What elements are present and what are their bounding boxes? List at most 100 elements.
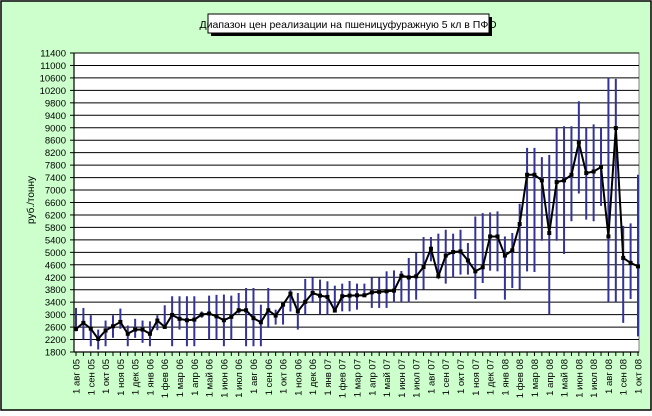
data-point (177, 316, 182, 321)
data-point (236, 308, 241, 313)
data-point (488, 234, 493, 239)
data-point (414, 274, 419, 279)
x-tick-label: 1 мар 07 (353, 359, 364, 397)
data-point (510, 248, 515, 253)
y-tick-label: 7800 (45, 161, 66, 172)
data-point (532, 172, 537, 177)
x-tick-label: 1 июн 08 (574, 359, 585, 398)
data-point (443, 253, 448, 258)
data-point (88, 326, 93, 331)
x-tick-label: 1 июл 06 (234, 359, 245, 398)
data-point (214, 314, 219, 319)
x-tick-label: 1 янв 08 (500, 359, 511, 396)
y-tick-label: 4600 (45, 260, 66, 271)
y-tick-label: 7000 (45, 186, 66, 197)
y-tick-label: 1800 (45, 348, 66, 359)
x-tick-label: 1 фев 06 (160, 359, 171, 398)
y-tick-label: 11000 (40, 61, 66, 72)
y-tick-label: 3400 (45, 298, 66, 309)
x-axis: 1 авг 05 1 сен 05 1 окт 05 1 ноя 05 1 дек 05… (72, 351, 645, 398)
data-point (251, 316, 256, 321)
x-tick-label: 1 апр 06 (190, 359, 201, 396)
data-point (451, 250, 456, 255)
data-point (362, 293, 367, 298)
y-tick-label: 9000 (45, 123, 66, 134)
chart-title: Диапазон цен реализации на пшеницуфуражн… (200, 19, 497, 31)
data-point (325, 294, 330, 299)
y-tick-label: 8200 (45, 148, 66, 159)
data-point (118, 319, 123, 324)
data-point (288, 291, 293, 296)
x-tick-label: 1 апр 07 (367, 359, 378, 396)
data-point (547, 231, 552, 236)
data-point (369, 290, 374, 295)
average-price-line (74, 126, 640, 341)
y-axis-label: руб./тонну (25, 176, 37, 224)
x-tick-label: 1 ноя 05 (116, 359, 127, 396)
data-point (377, 289, 382, 294)
data-point (384, 289, 389, 294)
data-point (465, 258, 470, 263)
x-tick-label: 1 июн 06 (219, 359, 230, 398)
data-point (576, 140, 581, 145)
data-point (96, 336, 101, 341)
y-tick-label: 11400 (40, 49, 66, 60)
data-point (140, 327, 145, 332)
y-tick-label: 9800 (45, 98, 66, 109)
x-tick-label: 1 окт 08 (634, 359, 645, 394)
data-point (170, 312, 175, 317)
y-tick-label: 5800 (45, 223, 66, 234)
data-point (147, 331, 152, 336)
x-tick-label: 1 ноя 07 (471, 359, 482, 396)
y-tick-label: 8600 (45, 136, 66, 147)
data-point (517, 221, 522, 226)
data-point (584, 171, 589, 176)
x-tick-label: 1 авг 08 (604, 359, 615, 394)
data-point (399, 273, 404, 278)
x-tick-label: 1 сен 07 (441, 359, 452, 395)
y-tick-label: 2200 (45, 335, 66, 346)
data-point (569, 172, 574, 177)
x-tick-label: 1 ноя 06 (293, 359, 304, 396)
data-point (391, 288, 396, 293)
x-tick-label: 1 сен 08 (619, 359, 630, 395)
data-point (295, 309, 300, 314)
y-tick-label: 3800 (45, 285, 66, 296)
data-point (539, 178, 544, 183)
data-point (621, 255, 626, 260)
data-point (421, 264, 426, 269)
data-point (74, 326, 78, 331)
y-tick-label: 10200 (40, 86, 66, 97)
x-tick-label: 1 окт 05 (101, 359, 112, 394)
data-point (495, 234, 500, 239)
y-tick-label: 6200 (45, 210, 66, 221)
data-point (562, 178, 567, 183)
y-tick-label: 9400 (45, 111, 66, 122)
data-point (599, 164, 604, 169)
x-tick-label: 1 апр 08 (545, 359, 556, 396)
data-point (480, 265, 485, 270)
y-tick-label: 2600 (45, 323, 66, 334)
data-point (266, 308, 271, 313)
x-tick-label: 1 дек 05 (131, 359, 142, 395)
x-tick-label: 1 авг 07 (426, 359, 437, 394)
x-tick-label: 1 июн 07 (397, 359, 408, 398)
x-tick-label: 1 июл 08 (589, 359, 600, 398)
data-point (340, 294, 345, 299)
y-tick-label: 4200 (45, 273, 66, 284)
y-tick-label: 6600 (45, 198, 66, 209)
data-point (428, 246, 433, 251)
data-point (133, 327, 138, 332)
x-tick-label: 1 мар 06 (175, 359, 186, 397)
data-point (436, 274, 441, 279)
data-point (613, 126, 618, 131)
data-point (458, 249, 463, 254)
data-point (502, 253, 507, 258)
x-tick-label: 1 фев 07 (338, 359, 349, 398)
data-point (244, 308, 249, 313)
data-point (355, 293, 359, 298)
data-point (162, 324, 167, 329)
